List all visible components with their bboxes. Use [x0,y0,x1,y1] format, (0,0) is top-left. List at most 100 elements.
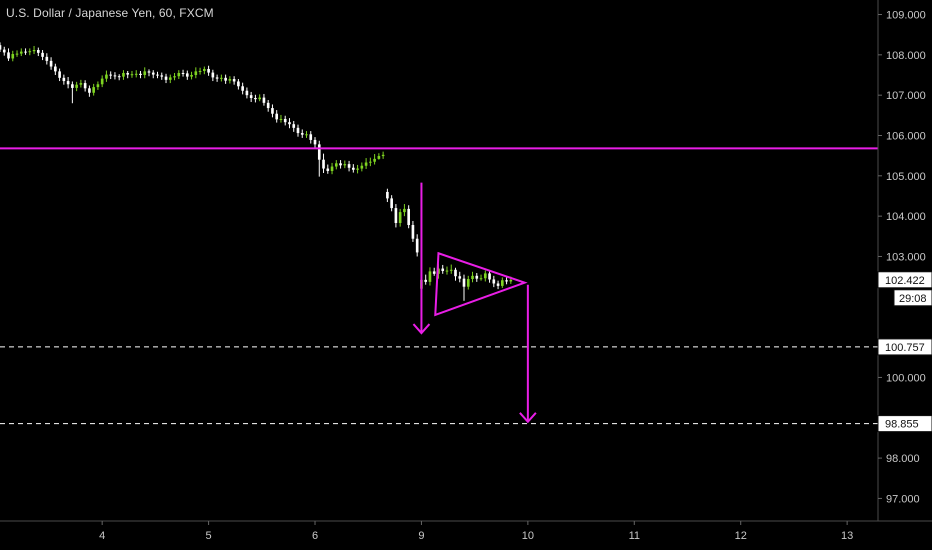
candle [139,70,142,79]
candle [100,75,104,88]
candle [220,74,223,82]
candle [317,140,321,177]
candle [339,160,342,169]
candle-body [275,113,279,120]
candle-body [475,275,479,279]
y-tick-label: 103.000 [886,251,926,263]
candle [398,208,402,227]
candle [49,57,53,70]
candle [151,70,155,79]
candle [0,42,2,53]
price-axis[interactable]: 109.000 108.000 107.000 106.000 105.000 104.0… [878,10,926,506]
candle-body [441,268,445,271]
candle-body [245,90,249,96]
candle [432,267,436,276]
candle [296,124,300,137]
candle [117,74,121,81]
candle-body [317,144,321,160]
arrow-head [412,323,431,335]
candle [198,67,202,75]
candle-body [330,166,334,171]
candle [424,274,428,285]
candle-body [168,77,172,80]
countdown-badge [893,289,932,307]
candle-body [237,81,240,87]
candle-body [83,83,87,89]
level-price-badge [877,338,932,356]
candle [305,131,308,138]
candle [181,69,185,77]
candle-body [198,70,202,72]
price-badge-label: 102.422 [885,275,925,287]
candle [83,80,87,92]
candle-body [71,84,74,88]
candle-body [458,276,462,279]
candle-body [386,191,389,199]
candle [479,274,483,281]
candle-body [449,269,453,271]
candle-body [194,71,198,76]
candle [262,93,266,106]
candle-body [313,139,317,145]
y-tick-label: 105.000 [886,171,926,183]
candle-body [343,164,347,166]
candle-body [407,208,410,226]
candle [190,71,193,80]
candle-body [130,74,134,76]
candle [32,45,36,55]
candle [173,72,176,81]
candle [369,157,372,167]
candle-body [134,73,138,75]
candle-body [424,279,428,282]
price-badge-label: 98.855 [885,419,919,431]
candle [45,53,49,65]
candle [352,164,355,173]
candle-body [369,161,372,163]
candle [454,267,457,281]
candle [194,67,198,79]
time-axis[interactable]: 4 5 6 9 10 11 12 13 [99,521,853,542]
candle [224,74,227,84]
candle-body [373,158,376,162]
y-tick-label: 108.000 [886,50,926,62]
candle [501,277,504,288]
candle-body [156,74,159,76]
x-tick-label: 11 [629,530,640,542]
candle [2,46,6,56]
candle-body [143,71,147,76]
candle [211,69,215,82]
candle-body [203,68,206,71]
candle-body [32,50,36,52]
candle [445,266,449,275]
candle [377,153,381,160]
candle-body [398,212,402,223]
candle-body [466,279,470,287]
candle [462,274,466,301]
candle [160,72,164,80]
candle [75,81,78,92]
candle-body [19,51,23,54]
candle-body [24,51,27,53]
candle-body [49,60,53,67]
candle [322,153,325,173]
candle [28,48,32,56]
candle [79,79,83,88]
candle [113,72,117,80]
candle [288,118,291,129]
candle-body [258,97,261,100]
candle [483,270,487,282]
candle-body [492,279,496,284]
candle [275,110,279,123]
candle-body [224,77,227,81]
candle-body [11,54,15,59]
candle-body [62,77,66,82]
candle-body [220,77,223,79]
candle [394,204,398,228]
candle [309,131,313,144]
candle [122,70,125,80]
candle [488,270,491,283]
candle [471,271,474,283]
candle-body [36,50,40,53]
